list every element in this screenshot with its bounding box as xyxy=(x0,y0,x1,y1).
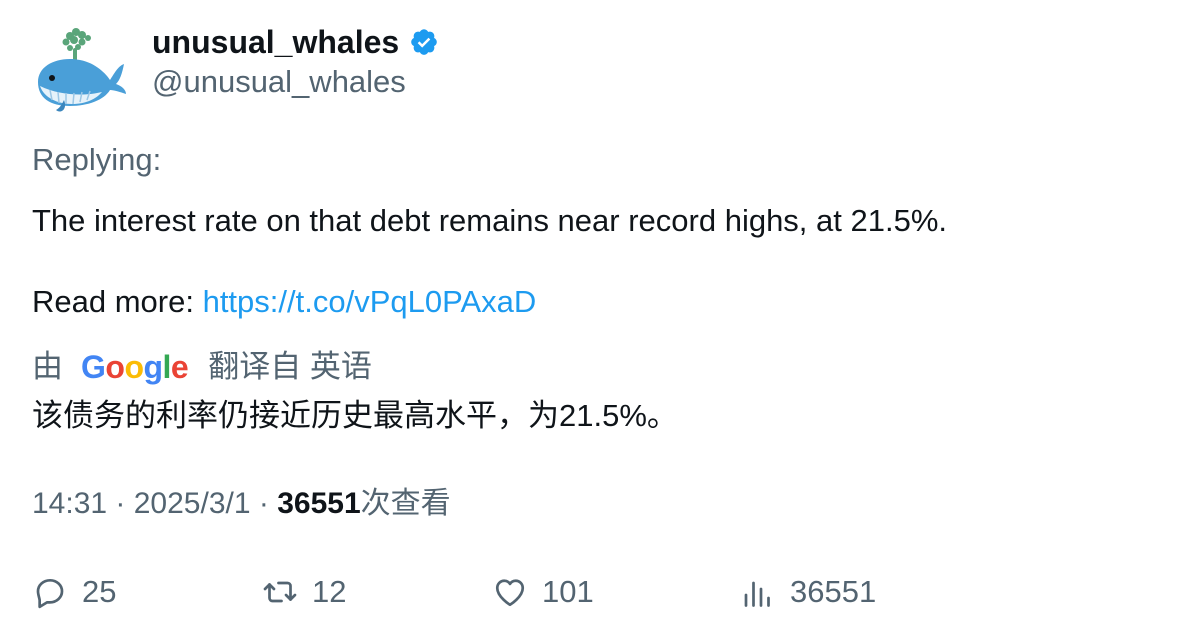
views-count: 36551 xyxy=(277,487,361,520)
like-button[interactable]: 101 xyxy=(492,570,594,614)
author-handle[interactable]: @unusual_whales xyxy=(152,64,406,99)
whale-avatar-icon[interactable] xyxy=(30,24,130,114)
reply-button[interactable]: 25 xyxy=(32,570,116,614)
views-label: 次查看 xyxy=(360,487,451,520)
analytics-icon xyxy=(744,581,770,607)
heart-icon xyxy=(495,579,525,607)
retweet-icon xyxy=(263,581,297,603)
action-bar: 25 12 101 36551 xyxy=(32,570,1182,614)
tweet-text: The interest rate on that debt remains n… xyxy=(32,203,948,238)
replying-label: Replying: xyxy=(32,142,162,177)
google-logo-icon: Google xyxy=(81,349,189,385)
translated-by-label: 由 xyxy=(32,349,63,384)
author-display-name[interactable]: unusual_whales xyxy=(152,24,400,60)
views-action-count: 36551 xyxy=(790,574,877,609)
tweet-date[interactable]: 2025/3/1 xyxy=(133,487,251,520)
translation-attribution: 由 Google 翻译自 英语 xyxy=(32,347,372,387)
translated-text: 该债务的利率仍接近历史最高水平，为21.5%。 xyxy=(32,398,678,433)
reply-count: 25 xyxy=(82,574,117,609)
retweet-count: 12 xyxy=(312,574,347,609)
views-button[interactable]: 36551 xyxy=(740,570,876,614)
reply-icon xyxy=(36,578,64,609)
like-count: 101 xyxy=(542,574,594,609)
tweet-meta: 14:31 · 2025/3/1 · 36551次查看 xyxy=(32,484,451,524)
meta-separator: · xyxy=(250,487,278,520)
meta-separator: · xyxy=(107,487,134,520)
tweet-link[interactable]: https://t.co/vPqL0PAxaD xyxy=(202,284,537,319)
verified-badge-icon xyxy=(409,27,439,57)
read-more-line: Read more: https://t.co/vPqL0PAxaD xyxy=(32,282,536,322)
retweet-button[interactable]: 12 xyxy=(262,570,346,614)
read-more-label: Read more: xyxy=(32,284,203,319)
translated-from-label: 翻译自 英语 xyxy=(208,349,372,384)
tweet-time[interactable]: 14:31 xyxy=(32,487,108,520)
